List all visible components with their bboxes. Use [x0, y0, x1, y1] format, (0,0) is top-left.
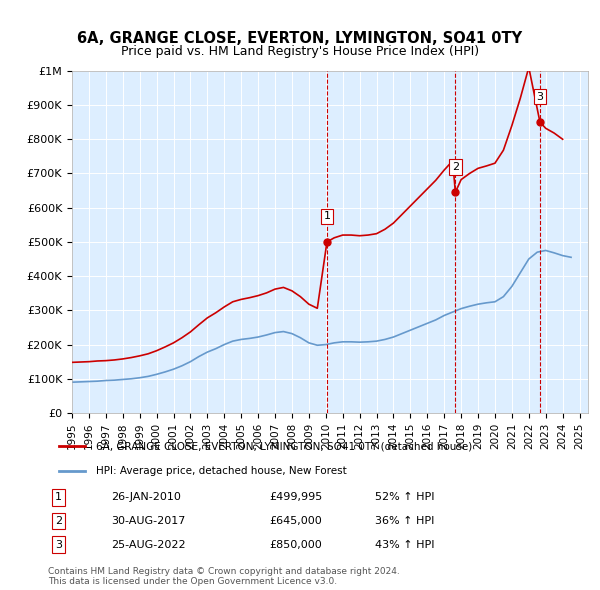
- Text: £645,000: £645,000: [270, 516, 323, 526]
- Text: 26-JAN-2010: 26-JAN-2010: [112, 493, 181, 502]
- Text: 52% ↑ HPI: 52% ↑ HPI: [376, 493, 435, 502]
- Text: 2: 2: [55, 516, 62, 526]
- Text: 6A, GRANGE CLOSE, EVERTON, LYMINGTON, SO41 0TY (detached house): 6A, GRANGE CLOSE, EVERTON, LYMINGTON, SO…: [95, 441, 472, 451]
- Text: 3: 3: [536, 91, 544, 101]
- Text: 2: 2: [452, 162, 459, 172]
- Text: 6A, GRANGE CLOSE, EVERTON, LYMINGTON, SO41 0TY: 6A, GRANGE CLOSE, EVERTON, LYMINGTON, SO…: [77, 31, 523, 46]
- Text: £850,000: £850,000: [270, 540, 323, 549]
- Text: Contains HM Land Registry data © Crown copyright and database right 2024.: Contains HM Land Registry data © Crown c…: [48, 566, 400, 576]
- Text: 1: 1: [55, 493, 62, 502]
- Text: 25-AUG-2022: 25-AUG-2022: [112, 540, 186, 549]
- Text: This data is licensed under the Open Government Licence v3.0.: This data is licensed under the Open Gov…: [48, 577, 337, 586]
- Text: £499,995: £499,995: [270, 493, 323, 502]
- Text: HPI: Average price, detached house, New Forest: HPI: Average price, detached house, New …: [95, 466, 346, 476]
- Text: 3: 3: [55, 540, 62, 549]
- Text: 30-AUG-2017: 30-AUG-2017: [112, 516, 186, 526]
- Text: 36% ↑ HPI: 36% ↑ HPI: [376, 516, 435, 526]
- Text: 43% ↑ HPI: 43% ↑ HPI: [376, 540, 435, 549]
- Text: 1: 1: [323, 211, 331, 221]
- Text: Price paid vs. HM Land Registry's House Price Index (HPI): Price paid vs. HM Land Registry's House …: [121, 45, 479, 58]
